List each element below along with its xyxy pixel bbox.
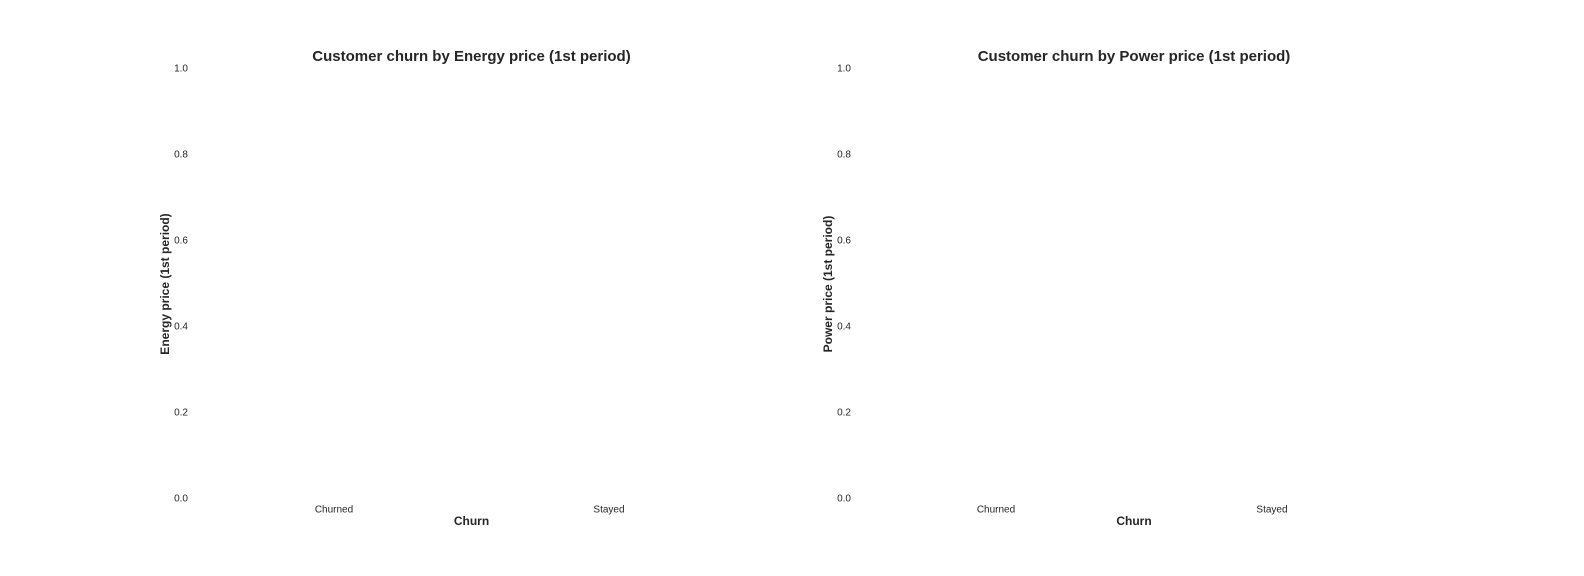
y-tick-label: 0.0 xyxy=(837,494,851,505)
x-tick-label: Stayed xyxy=(1256,505,1287,516)
y-tick-label: 0.6 xyxy=(837,236,851,247)
y-tick-label: 0.4 xyxy=(174,322,188,333)
y-tick-label: 0.8 xyxy=(837,150,851,161)
y-tick-label: 0.2 xyxy=(837,408,851,419)
y-tick-label: 0.2 xyxy=(174,408,188,419)
y-tick-label: 0.8 xyxy=(174,150,188,161)
y-axis-label: Power price (1st period) xyxy=(821,216,835,353)
chart-title: Customer churn by Power price (1st perio… xyxy=(978,48,1291,65)
y-tick-label: 0.6 xyxy=(174,236,188,247)
x-axis-label: Churn xyxy=(454,514,489,528)
x-tick-label: Stayed xyxy=(593,505,624,516)
y-tick-label: 0.0 xyxy=(174,494,188,505)
x-axis-label: Churn xyxy=(1116,514,1151,528)
x-tick-label: Churned xyxy=(315,505,353,516)
y-tick-label: 0.4 xyxy=(837,322,851,333)
y-tick-label: 1.0 xyxy=(837,64,851,75)
chart-title: Customer churn by Energy price (1st peri… xyxy=(312,48,630,65)
x-tick-label: Churned xyxy=(977,505,1015,516)
y-axis-label: Energy price (1st period) xyxy=(158,213,172,354)
y-tick-label: 1.0 xyxy=(174,64,188,75)
